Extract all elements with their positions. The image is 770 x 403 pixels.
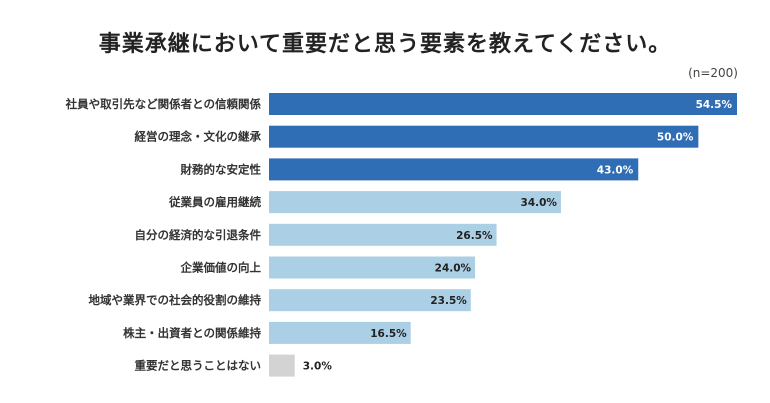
value-label: 3.0% (303, 361, 333, 373)
value-label: 54.5% (696, 99, 733, 111)
value-label: 24.0% (435, 263, 472, 275)
bar (269, 256, 476, 279)
category-label: 従業員の雇用継続 (168, 195, 261, 209)
bar (269, 321, 411, 344)
value-label: 16.5% (370, 328, 407, 340)
bar (269, 289, 471, 312)
bar (269, 93, 737, 115)
value-label: 23.5% (430, 295, 467, 307)
category-label: 重要だと思うことはない (135, 359, 262, 373)
bar (269, 191, 561, 214)
bar (269, 158, 639, 181)
value-label: 34.0% (521, 197, 558, 209)
category-label: 経営の理念・文化の継承 (135, 130, 262, 144)
value-label: 50.0% (657, 132, 694, 144)
category-label: 自分の経済的な引退条件 (135, 228, 262, 242)
chart-title: 事業承継において重要だと思う要素を教えてください。 (98, 32, 672, 57)
sample-size-note: (n=200) (688, 66, 738, 80)
category-label: 企業価値の向上 (180, 261, 262, 275)
value-label: 43.0% (597, 164, 634, 176)
bar (269, 223, 497, 246)
category-label: 社員や取引先など関係者との信頼関係 (65, 97, 262, 111)
bar (269, 354, 295, 377)
category-label: 株主・出資者との関係維持 (123, 326, 261, 340)
category-label: 地域や業界での社会的役割の維持 (89, 293, 262, 307)
category-label: 財務的な安定性 (180, 162, 262, 176)
value-label: 26.5% (456, 230, 493, 242)
bar (269, 125, 699, 148)
